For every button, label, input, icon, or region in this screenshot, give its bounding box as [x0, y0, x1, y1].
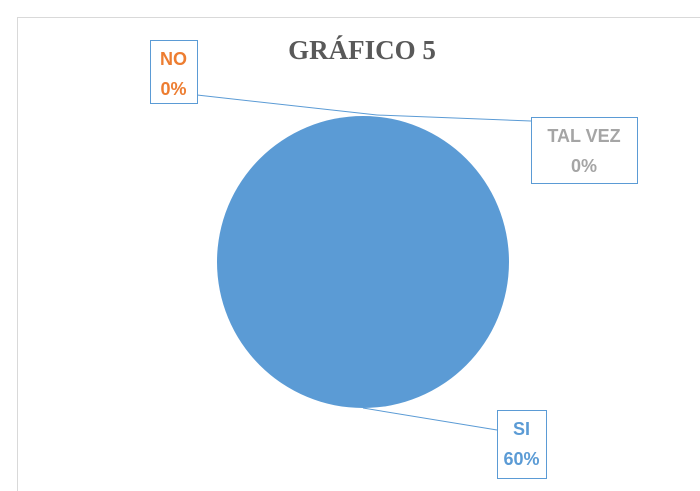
leader-line — [376, 114, 532, 122]
label-box — [497, 410, 547, 479]
data-label-name: SI — [513, 419, 530, 439]
data-label-name: NO — [160, 49, 187, 69]
leader-line — [196, 94, 378, 116]
data-label-value: 60% — [503, 449, 539, 469]
label-box — [150, 40, 198, 104]
label-box — [531, 117, 638, 184]
data-label-value: 0% — [160, 79, 186, 99]
chart-title: GRÁFICO 5 — [288, 35, 436, 65]
leader-line — [362, 407, 498, 431]
data-label-name: TAL VEZ — [547, 126, 620, 146]
data-label-value: 0% — [571, 156, 597, 176]
pie-slice — [217, 116, 509, 408]
